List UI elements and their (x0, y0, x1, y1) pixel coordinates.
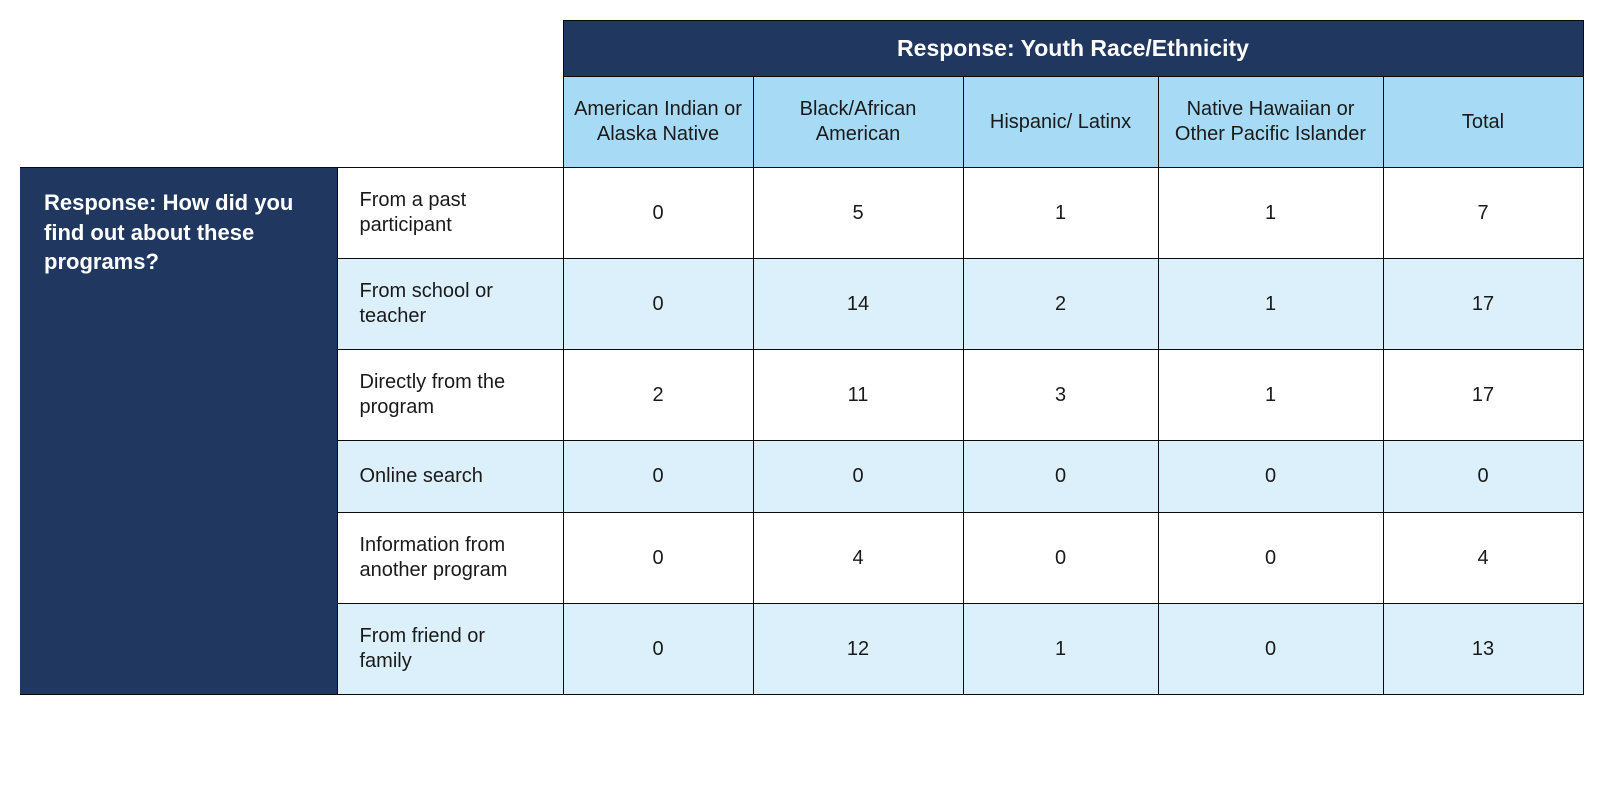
data-cell: 0 (563, 259, 753, 350)
data-cell: 7 (1383, 168, 1583, 259)
data-cell: 1 (1158, 259, 1383, 350)
col-header-4: Total (1383, 77, 1583, 168)
column-super-header: Response: Youth Race/Ethnicity (563, 21, 1583, 77)
row-label: From school or teacher (337, 259, 563, 350)
data-cell: 0 (1158, 513, 1383, 604)
data-cell: 0 (1158, 604, 1383, 695)
data-cell: 0 (963, 441, 1158, 513)
row-label: From friend or family (337, 604, 563, 695)
blank-top-left (20, 21, 563, 77)
data-cell: 3 (963, 350, 1158, 441)
data-cell: 0 (753, 441, 963, 513)
data-cell: 13 (1383, 604, 1583, 695)
data-cell: 1 (963, 168, 1158, 259)
col-header-0: American Indian or Alaska Native (563, 77, 753, 168)
data-cell: 2 (563, 350, 753, 441)
col-header-1: Black/African American (753, 77, 963, 168)
data-cell: 0 (1383, 441, 1583, 513)
col-header-2: Hispanic/ Latinx (963, 77, 1158, 168)
crosstab-table: Response: Youth Race/Ethnicity American … (20, 20, 1584, 695)
data-cell: 0 (563, 513, 753, 604)
col-header-3: Native Hawaiian or Other Pacific Islande… (1158, 77, 1383, 168)
data-cell: 2 (963, 259, 1158, 350)
data-cell: 17 (1383, 259, 1583, 350)
row-label: From a past participant (337, 168, 563, 259)
data-cell: 0 (563, 168, 753, 259)
data-cell: 17 (1383, 350, 1583, 441)
row-group-label: Response: How did you find out about the… (20, 168, 337, 695)
blank-left (20, 77, 563, 168)
data-cell: 14 (753, 259, 963, 350)
data-cell: 4 (1383, 513, 1583, 604)
data-cell: 1 (963, 604, 1158, 695)
data-cell: 0 (563, 441, 753, 513)
data-cell: 0 (963, 513, 1158, 604)
row-label: Online search (337, 441, 563, 513)
row-label: Information from another program (337, 513, 563, 604)
table-row: Response: How did you find out about the… (20, 168, 1583, 259)
row-label: Directly from the program (337, 350, 563, 441)
data-cell: 0 (1158, 441, 1383, 513)
column-header-row: American Indian or Alaska Native Black/A… (20, 77, 1583, 168)
data-cell: 0 (563, 604, 753, 695)
data-cell: 1 (1158, 350, 1383, 441)
data-cell: 1 (1158, 168, 1383, 259)
data-cell: 5 (753, 168, 963, 259)
data-cell: 11 (753, 350, 963, 441)
data-cell: 4 (753, 513, 963, 604)
data-cell: 12 (753, 604, 963, 695)
